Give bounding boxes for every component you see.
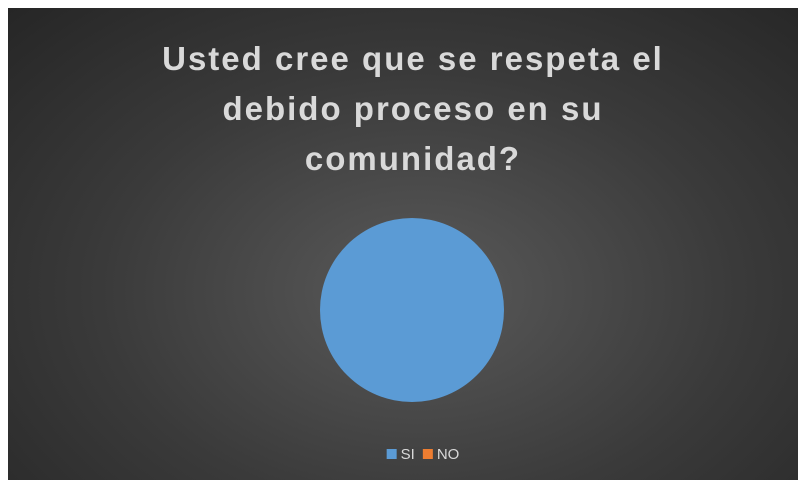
legend-swatch	[422, 449, 433, 459]
chart-area: Usted cree que se respeta el debido proc…	[8, 8, 798, 480]
legend-label: SI	[401, 446, 415, 463]
legend-label: NO	[437, 446, 460, 463]
chart: SI NO	[320, 218, 504, 463]
chart-title: Usted cree que se respeta el debido proc…	[162, 40, 664, 177]
pie-slice	[320, 218, 504, 402]
legend-swatch	[386, 449, 397, 459]
